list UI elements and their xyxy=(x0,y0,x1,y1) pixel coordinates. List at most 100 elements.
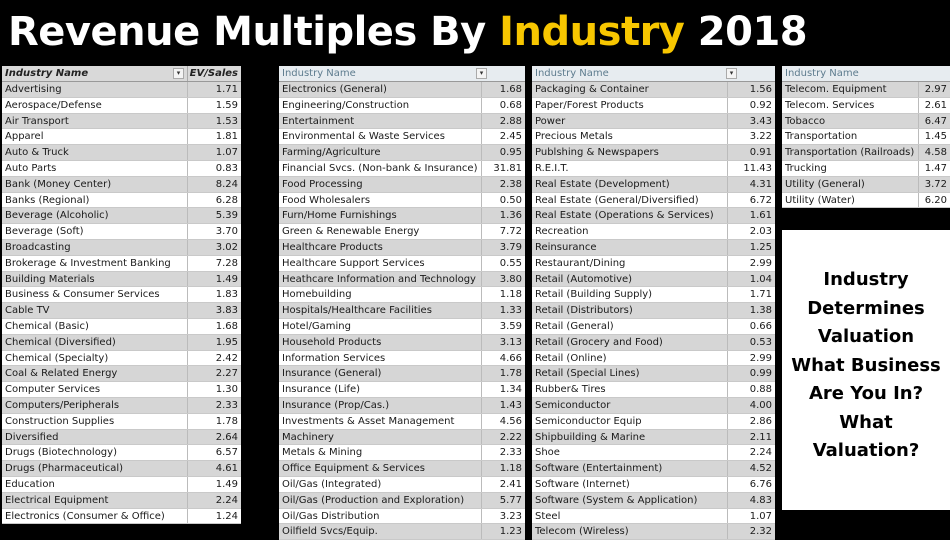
ev-sales-cell: 1.45 xyxy=(918,129,950,145)
industry-name-cell: Software (System & Application) xyxy=(535,494,698,506)
table-row: Farming/Agriculture 0.95 xyxy=(279,145,525,161)
table-row: Retail (Distributors) 1.38 xyxy=(532,303,775,319)
industry-name-cell: Semiconductor xyxy=(535,399,611,411)
ev-sales-cell: 1.43 xyxy=(481,397,525,413)
message-line: Valuation? xyxy=(812,440,920,461)
industry-name-cell: Chemical (Specialty) xyxy=(5,352,109,364)
table-row: Building Materials 1.49 xyxy=(2,271,241,288)
table-row: Software (System & Application) 4.83 xyxy=(532,492,775,509)
table-row: Tobacco 6.47 xyxy=(782,113,950,130)
table-row: Oil/Gas Distribution 3.23 xyxy=(279,508,525,525)
table-row: Bank (Money Center) 8.24 xyxy=(2,176,241,193)
industry-name-cell: Investments & Asset Management xyxy=(282,415,455,427)
table-row: Telecom. Equipment 2.97 xyxy=(782,82,950,98)
table-row: Insurance (Life) 1.34 xyxy=(279,382,525,398)
industry-name-cell: R.E.I.T. xyxy=(535,162,569,174)
ev-sales-cell: 2.03 xyxy=(727,224,775,239)
table-row: Air Transport 1.53 xyxy=(2,113,241,130)
industry-name-cell: Entertainment xyxy=(282,115,355,127)
table-row: Advertising 1.71 xyxy=(2,82,241,98)
ev-sales-cell: 1.68 xyxy=(187,318,241,334)
table-row: Banks (Regional) 6.28 xyxy=(2,192,241,209)
table-header: Industry Name ▾ EV/Sales xyxy=(2,66,241,82)
ev-sales-cell: 2.41 xyxy=(481,476,525,492)
message-line: Industry xyxy=(823,269,909,290)
table-row: Apparel 1.81 xyxy=(2,129,241,146)
industry-name-cell: Coal & Related Energy xyxy=(5,368,118,380)
table-row: Publshing & Newspapers 0.91 xyxy=(532,145,775,161)
ev-sales-cell: 2.99 xyxy=(727,255,775,271)
industry-name-cell: Information Services xyxy=(282,352,386,364)
filter-dropdown-icon[interactable]: ▾ xyxy=(476,68,487,79)
ev-sales-cell: 2.22 xyxy=(481,429,525,445)
ev-sales-cell: 2.99 xyxy=(727,350,775,366)
industry-name-cell: Rubber& Tires xyxy=(535,384,606,396)
industry-name-cell: Diversified xyxy=(5,431,59,443)
ev-sales-cell: 2.42 xyxy=(187,350,241,366)
industry-table-1: Industry Name ▾ EV/Sales Advertising 1.71 A… xyxy=(2,66,241,525)
table-row: Software (Entertainment) 4.52 xyxy=(532,461,775,477)
industry-name-cell: Apparel xyxy=(5,131,44,143)
ev-sales-cell: 0.99 xyxy=(727,366,775,382)
industry-name-cell: Heathcare Information and Technology xyxy=(282,273,476,285)
ev-sales-cell: 1.23 xyxy=(481,524,525,540)
table-row: R.E.I.T. 11.43 xyxy=(532,160,775,177)
industry-name-cell: Insurance (Prop/Cas.) xyxy=(282,399,390,411)
header-industry-name[interactable]: Industry Name ▾ xyxy=(2,66,187,81)
table-row: Healthcare Products 3.79 xyxy=(279,239,525,256)
table-row: Financial Svcs. (Non-bank & Insurance) 31… xyxy=(279,160,525,177)
filter-dropdown-icon[interactable]: ▾ xyxy=(173,68,184,79)
table-row: Insurance (Prop/Cas.) 1.43 xyxy=(279,397,525,414)
ev-sales-cell: 1.04 xyxy=(727,271,775,287)
industry-name-cell: Oilfield Svcs/Equip. xyxy=(282,526,378,538)
ev-sales-cell: 1.78 xyxy=(481,366,525,382)
message-line: Are You In? xyxy=(808,383,924,404)
ev-sales-cell: 1.24 xyxy=(187,508,241,524)
ev-sales-cell: 1.18 xyxy=(481,461,525,476)
industry-name-cell: Utility (General) xyxy=(785,178,865,190)
table-row: Business & Consumer Services 1.83 xyxy=(2,287,241,304)
table-row: Electrical Equipment 2.24 xyxy=(2,492,241,509)
table-row: Retail (Special Lines) 0.99 xyxy=(532,366,775,383)
header-industry-name[interactable]: Industry Name ▾ xyxy=(532,66,775,81)
ev-sales-cell: 2.33 xyxy=(481,445,525,461)
ev-sales-cell: 3.80 xyxy=(481,271,525,287)
industry-name-cell: Aerospace/Defense xyxy=(5,99,102,111)
ev-sales-cell: 3.79 xyxy=(481,239,525,255)
ev-sales-cell: 2.45 xyxy=(481,129,525,145)
industry-name-cell: Beverage (Alcoholic) xyxy=(5,210,109,222)
ev-sales-cell: 6.28 xyxy=(187,192,241,208)
industry-name-cell: Chemical (Basic) xyxy=(5,320,89,332)
industry-name-cell: Shoe xyxy=(535,447,560,459)
ev-sales-cell: 2.24 xyxy=(727,445,775,461)
industry-name-cell: Banks (Regional) xyxy=(5,194,90,206)
header-industry-name[interactable]: Industry Name ▾ xyxy=(279,66,525,81)
table-row: Semiconductor 4.00 xyxy=(532,397,775,414)
ev-sales-cell: 4.31 xyxy=(727,176,775,192)
industry-name-cell: Drugs (Biotechnology) xyxy=(5,447,117,459)
ev-sales-cell: 1.38 xyxy=(727,303,775,318)
ev-sales-cell: 1.34 xyxy=(481,382,525,397)
table-row: Chemical (Diversified) 1.95 xyxy=(2,334,241,351)
ev-sales-cell: 6.76 xyxy=(727,476,775,492)
title-highlight: Industry xyxy=(499,9,685,55)
ev-sales-cell: 3.59 xyxy=(481,318,525,334)
table-row: Semiconductor Equip 2.86 xyxy=(532,413,775,430)
filter-dropdown-icon[interactable]: ▾ xyxy=(726,68,737,79)
table-row: Brokerage & Investment Banking 7.28 xyxy=(2,255,241,272)
table-row: Precious Metals 3.22 xyxy=(532,129,775,146)
table-header: Industry Name ▾ xyxy=(279,66,525,82)
ev-sales-cell: 5.39 xyxy=(187,208,241,224)
industry-name-cell: Machinery xyxy=(282,431,334,443)
industry-name-cell: Restaurant/Dining xyxy=(535,257,626,269)
ev-sales-cell: 0.95 xyxy=(481,145,525,160)
table-row: Machinery 2.22 xyxy=(279,429,525,446)
ev-sales-cell: 7.28 xyxy=(187,255,241,271)
table-row: Cable TV 3.83 xyxy=(2,303,241,319)
industry-name-cell: Furn/Home Furnishings xyxy=(282,210,397,222)
ev-sales-cell: 2.64 xyxy=(187,429,241,445)
ev-sales-cell: 2.32 xyxy=(727,524,775,540)
table-row: Retail (Automotive) 1.04 xyxy=(532,271,775,288)
header-industry-name[interactable]: Industry Name xyxy=(785,68,859,79)
industry-name-cell: Trucking xyxy=(785,162,827,174)
